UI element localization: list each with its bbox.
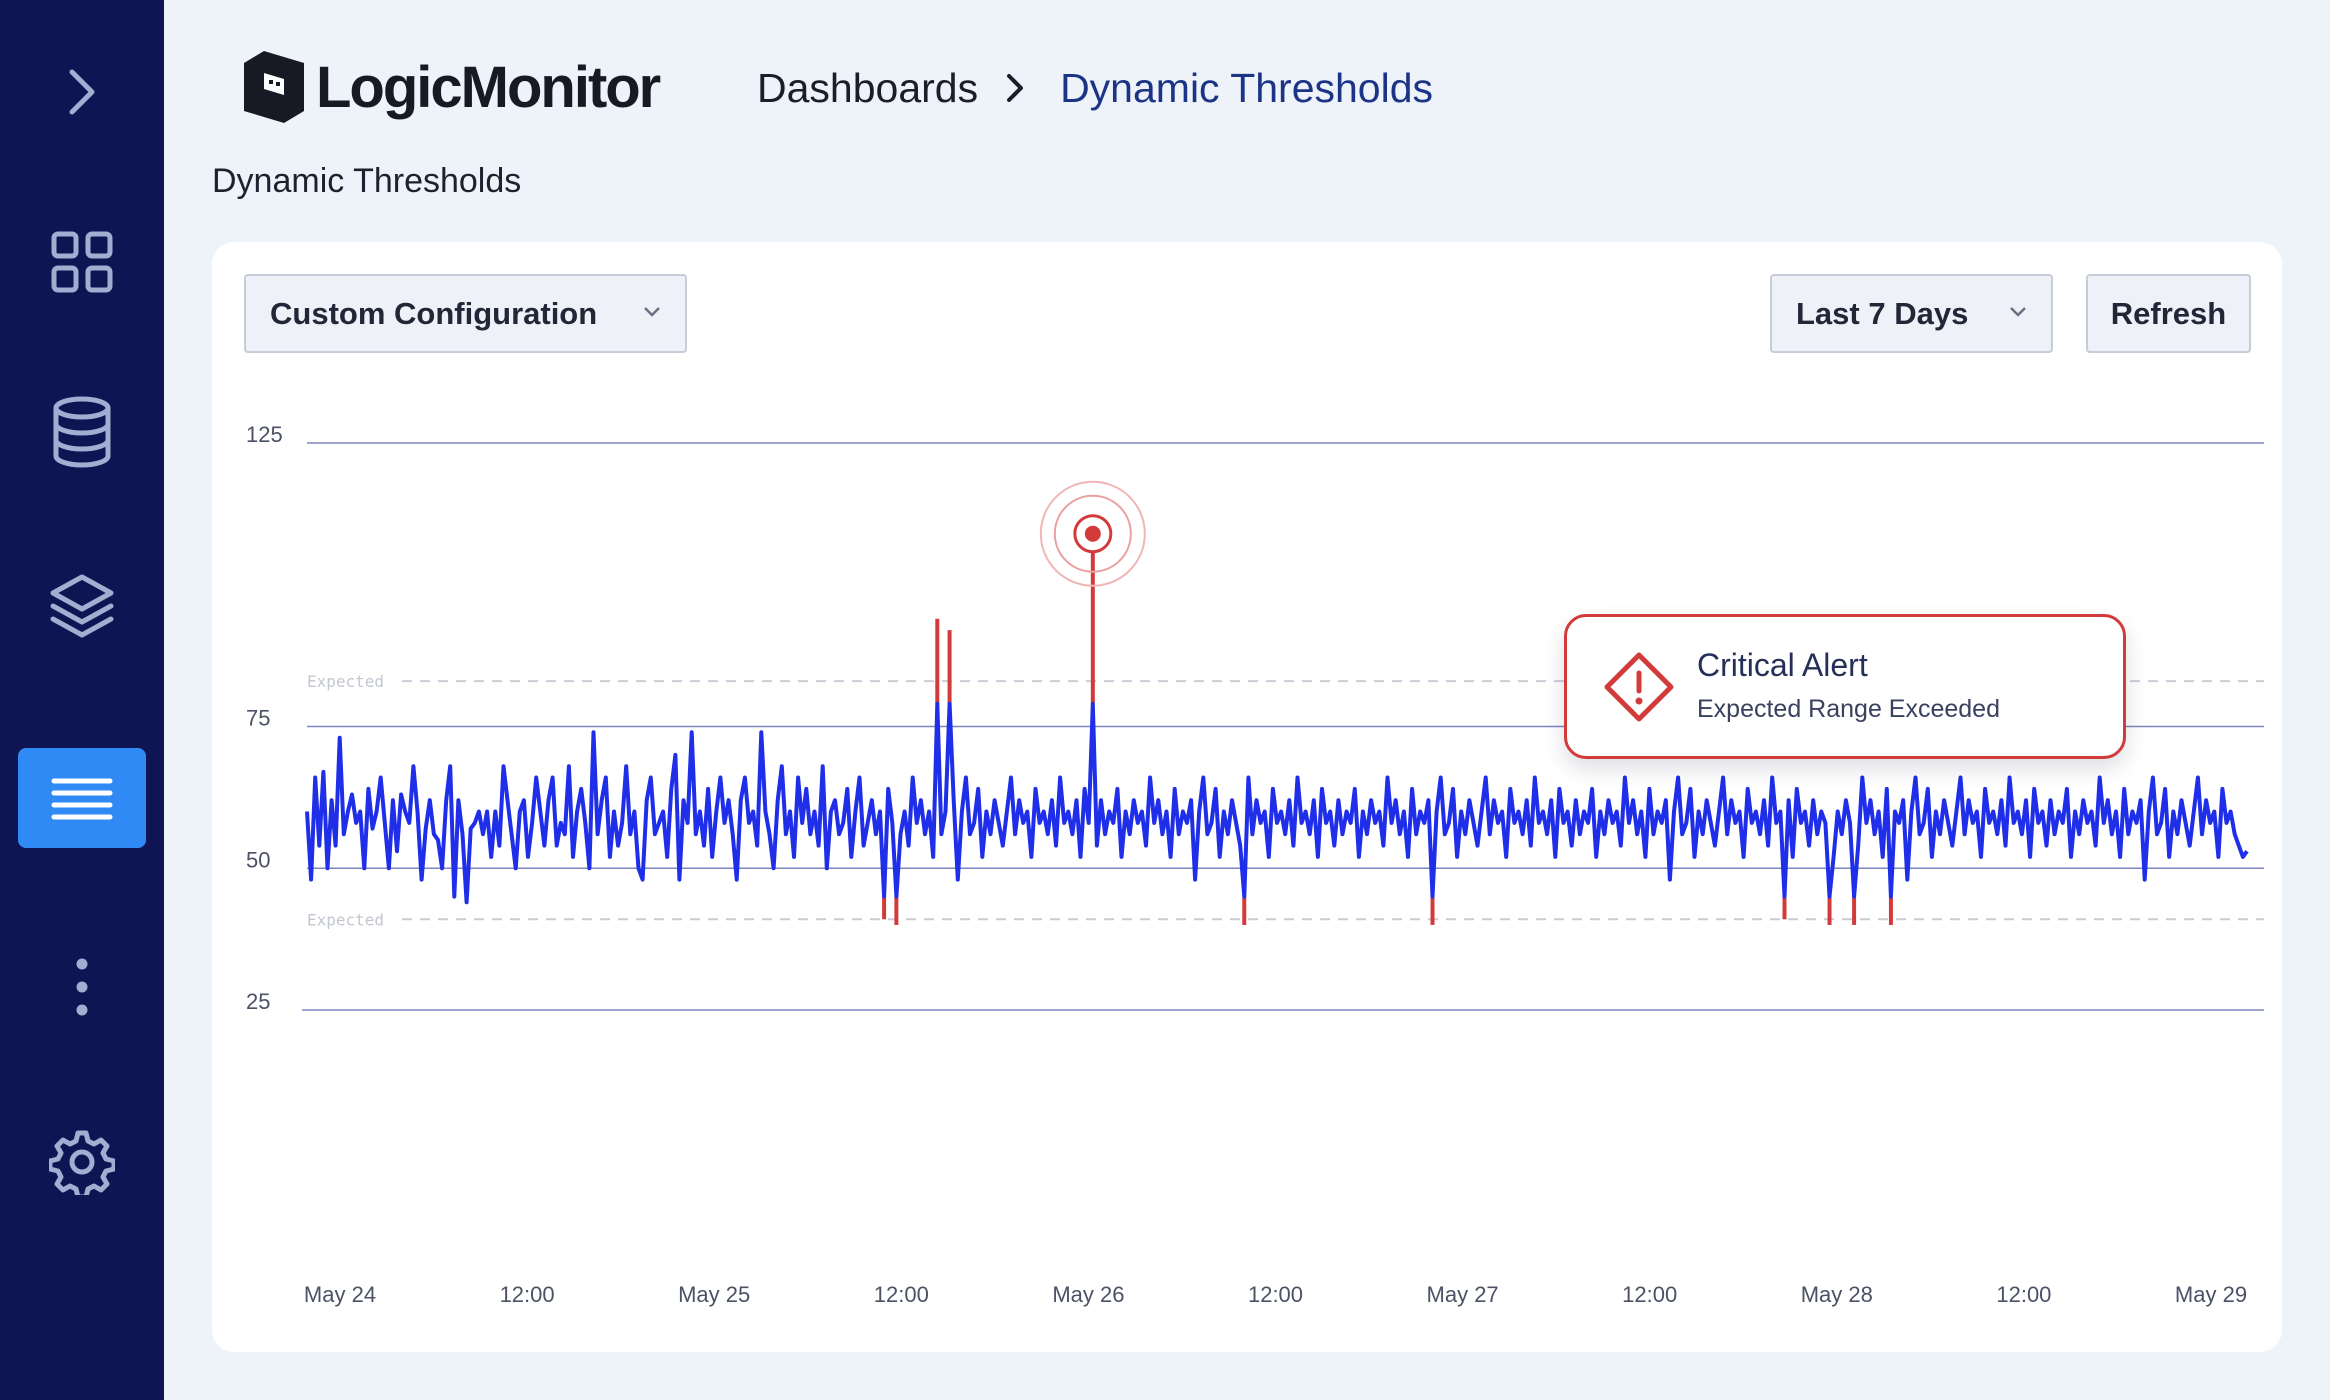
sidebar-item-resources[interactable] — [18, 382, 146, 482]
page-title: Dynamic Thresholds — [212, 162, 522, 200]
y-tick-label: 125 — [246, 422, 283, 447]
sidebar-item-settings[interactable] — [18, 1112, 146, 1212]
x-tick-label: 12:00 — [1248, 1282, 1303, 1307]
sidebar-item-dashboards[interactable] — [18, 212, 146, 312]
alert-pulse-ring — [1053, 494, 1132, 573]
chevron-right-icon — [69, 69, 95, 115]
more-vertical-icon — [76, 958, 88, 1016]
layers-icon — [50, 574, 114, 638]
grid-icon — [51, 231, 113, 293]
sidebar-item-thresholds[interactable] — [18, 748, 146, 848]
chart-card: 125 75 50 25 Expected Expected May 24 12:00 May … — [212, 242, 2282, 1352]
x-tick-label: May 29 — [2175, 1282, 2247, 1307]
x-tick-label: 12:00 — [1996, 1282, 2051, 1307]
x-tick-label: May 26 — [1052, 1282, 1124, 1307]
x-tick-label: 12:00 — [1622, 1282, 1677, 1307]
dynamic-threshold-chart: 125 75 50 25 Expected Expected May 24 12:00 May … — [246, 422, 2264, 1307]
y-tick-label: 25 — [246, 989, 270, 1014]
expand-sidebar-button[interactable] — [18, 42, 146, 142]
x-tick-label: May 28 — [1801, 1282, 1873, 1307]
breadcrumb-current: Dynamic Thresholds — [1060, 64, 1434, 111]
warning-diamond-icon — [1604, 652, 1674, 722]
chevron-down-icon — [644, 307, 660, 317]
critical-alert-popup[interactable]: Critical Alert Expected Range Exceeded — [1564, 614, 2126, 759]
sidebar — [0, 0, 164, 1400]
refresh-button[interactable]: Refresh — [2086, 274, 2251, 353]
series-line — [305, 701, 2249, 905]
breadcrumb: Dashboards Dynamic Thresholds — [757, 58, 1433, 118]
alert-pulse-ring — [1039, 480, 1146, 587]
sidebar-more-button[interactable] — [18, 937, 146, 1037]
x-tick-label: May 25 — [678, 1282, 750, 1307]
time-range-select-value: Last 7 Days — [1796, 295, 1969, 331]
breadcrumb-dashboards-link[interactable]: Dashboards — [757, 64, 979, 111]
alert-subtitle: Expected Range Exceeded — [1697, 695, 2000, 723]
time-range-select[interactable]: Last 7 Days — [1770, 274, 2053, 353]
x-tick-label: May 27 — [1427, 1282, 1499, 1307]
expected-band-label: Expected — [307, 672, 384, 691]
x-tick-label: 12:00 — [874, 1282, 929, 1307]
chevron-right-icon — [1006, 73, 1024, 103]
x-tick-label: May 24 — [304, 1282, 376, 1307]
database-icon — [53, 396, 111, 468]
configuration-select-value: Custom Configuration — [270, 295, 598, 331]
logo[interactable]: LogicMonitor — [242, 48, 661, 126]
logo-text: LogicMonitor — [316, 54, 661, 120]
expected-band-label: Expected — [307, 910, 384, 929]
configuration-select[interactable]: Custom Configuration — [244, 274, 687, 353]
sidebar-item-layers[interactable] — [18, 556, 146, 656]
y-tick-label: 50 — [246, 847, 270, 872]
alert-title: Critical Alert — [1697, 647, 1868, 683]
chevron-down-icon — [2010, 307, 2026, 317]
refresh-button-label: Refresh — [2110, 295, 2227, 331]
y-tick-label: 75 — [246, 706, 270, 731]
gear-icon — [49, 1130, 115, 1195]
logo-mark-icon — [244, 51, 304, 123]
list-icon — [51, 778, 113, 820]
alert-point — [1084, 525, 1101, 542]
x-tick-label: 12:00 — [500, 1282, 555, 1307]
